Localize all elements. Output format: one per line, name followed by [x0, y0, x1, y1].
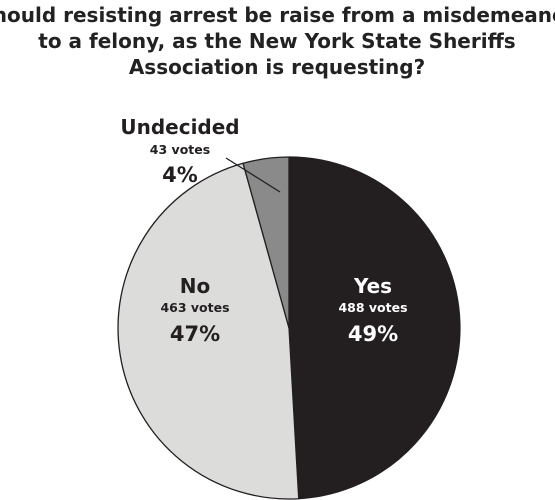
pie-slice-no	[117, 162, 300, 500]
slice-label-yes-votes: 488 votes	[338, 300, 407, 315]
slice-label-no-votes: 463 votes	[160, 300, 229, 315]
slice-label-undecided-votes: 43 votes	[150, 142, 210, 157]
slice-label-yes-name: Yes	[353, 274, 392, 298]
slice-label-no: No 463 votes 47%	[160, 274, 229, 346]
chart-title-line-2: to a felony, as the New York State Sheri…	[38, 29, 515, 53]
slice-label-undecided: Undecided 43 votes 4%	[120, 115, 239, 187]
slice-label-undecided-name: Undecided	[120, 115, 239, 139]
chart-title-line-3: Association is requesting?	[129, 55, 425, 79]
slice-label-no-name: No	[180, 274, 210, 298]
slice-label-undecided-percent: 4%	[162, 163, 198, 187]
slice-label-yes: Yes 488 votes 49%	[338, 274, 407, 346]
chart-title: Should resisting arrest be raise from a …	[0, 3, 555, 79]
undecided-leader-line	[225, 157, 281, 193]
chart-title-line-1: Should resisting arrest be raise from a …	[0, 3, 555, 27]
pie-slices	[117, 156, 461, 500]
slice-label-no-percent: 47%	[170, 322, 220, 346]
slice-label-yes-percent: 49%	[348, 322, 398, 346]
pie-slice-undecided	[242, 156, 290, 329]
pie-slice-yes	[288, 156, 461, 500]
